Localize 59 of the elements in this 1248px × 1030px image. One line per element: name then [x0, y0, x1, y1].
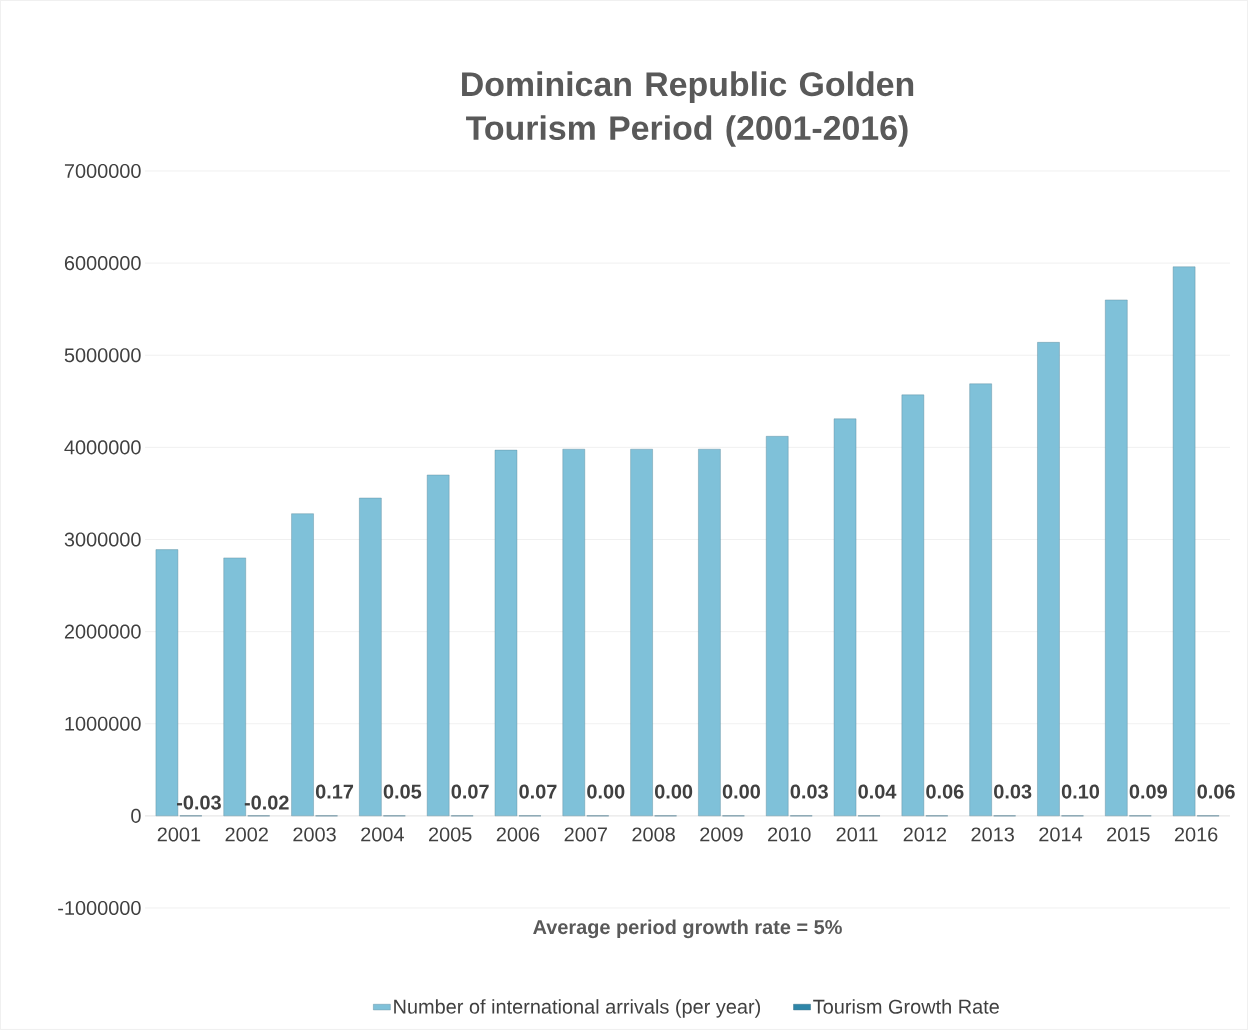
data-label: 0.05 [383, 784, 422, 799]
chart-title: Dominican Republic Golden Tourism Period (2001-2016) [462, 71, 914, 147]
data-label: 0.00 [654, 784, 693, 799]
x-tick-label: 2006 [496, 827, 540, 842]
y-tick-label: -1000000 [58, 900, 141, 916]
y-tick-label: 3000000 [64, 532, 141, 547]
bar [291, 513, 314, 817]
data-label: 0.17 [315, 784, 354, 799]
x-tick-label: 2014 [1039, 827, 1083, 842]
bar [630, 449, 653, 817]
x-tick-label: 2013 [971, 827, 1014, 842]
bar [359, 497, 382, 817]
x-tick-label: 2003 [293, 827, 336, 842]
y-tick-label: 4000000 [64, 440, 141, 455]
bar [426, 474, 450, 817]
data-label: 0.00 [587, 784, 625, 799]
y-tick-label: 6000000 [64, 256, 141, 271]
bar [155, 549, 179, 817]
legend-label: Number of international arrivals (per year) [394, 999, 761, 1018]
x-tick-label: 2002 [225, 827, 268, 842]
data-label: 0.09 [1129, 784, 1167, 799]
data-label: 0.00 [722, 784, 760, 799]
bar [698, 449, 721, 817]
bar [562, 449, 585, 817]
x-tick-label: 2007 [564, 827, 607, 842]
x-tick-label: 2004 [361, 827, 404, 842]
y-tick-label: 2000000 [64, 624, 141, 639]
data-label: 0.06 [926, 784, 964, 799]
bar [901, 394, 925, 817]
legend-label: Tourism Growth Rate [813, 999, 999, 1014]
bar [833, 418, 857, 817]
x-tick-label: 2008 [632, 827, 675, 842]
data-label: 0.07 [519, 784, 557, 799]
x-tick-label: 2005 [429, 827, 472, 842]
x-tick-label: 2015 [1107, 827, 1150, 842]
data-label: 0.06 [1197, 784, 1235, 799]
data-label: 0.04 [858, 784, 897, 799]
x-tick-label: 2009 [700, 827, 743, 842]
y-tick-label: 5000000 [64, 348, 141, 363]
data-label: 0.03 [994, 784, 1032, 799]
data-label: 0.03 [790, 784, 828, 799]
x-tick-label: 2012 [903, 827, 946, 842]
data-label: 0.10 [1061, 784, 1100, 799]
y-tick-label: 1000000 [65, 716, 141, 731]
bar [1105, 299, 1128, 817]
x-axis-title: Average period growth rate = 5% [533, 919, 842, 939]
bar [223, 557, 246, 817]
y-tick-label: 0 [131, 808, 141, 823]
x-tick-label: 2001 [157, 827, 201, 842]
data-label: 0.07 [451, 784, 489, 799]
x-tick-label: 2010 [768, 827, 811, 842]
x-tick-label: 2016 [1174, 827, 1218, 842]
x-tick-label: 2011 [836, 827, 878, 842]
bar [766, 436, 789, 817]
bar [969, 383, 992, 817]
bar [1172, 266, 1196, 817]
bar [1037, 342, 1060, 817]
y-tick-label: 7000000 [64, 163, 141, 179]
bar [494, 449, 518, 817]
